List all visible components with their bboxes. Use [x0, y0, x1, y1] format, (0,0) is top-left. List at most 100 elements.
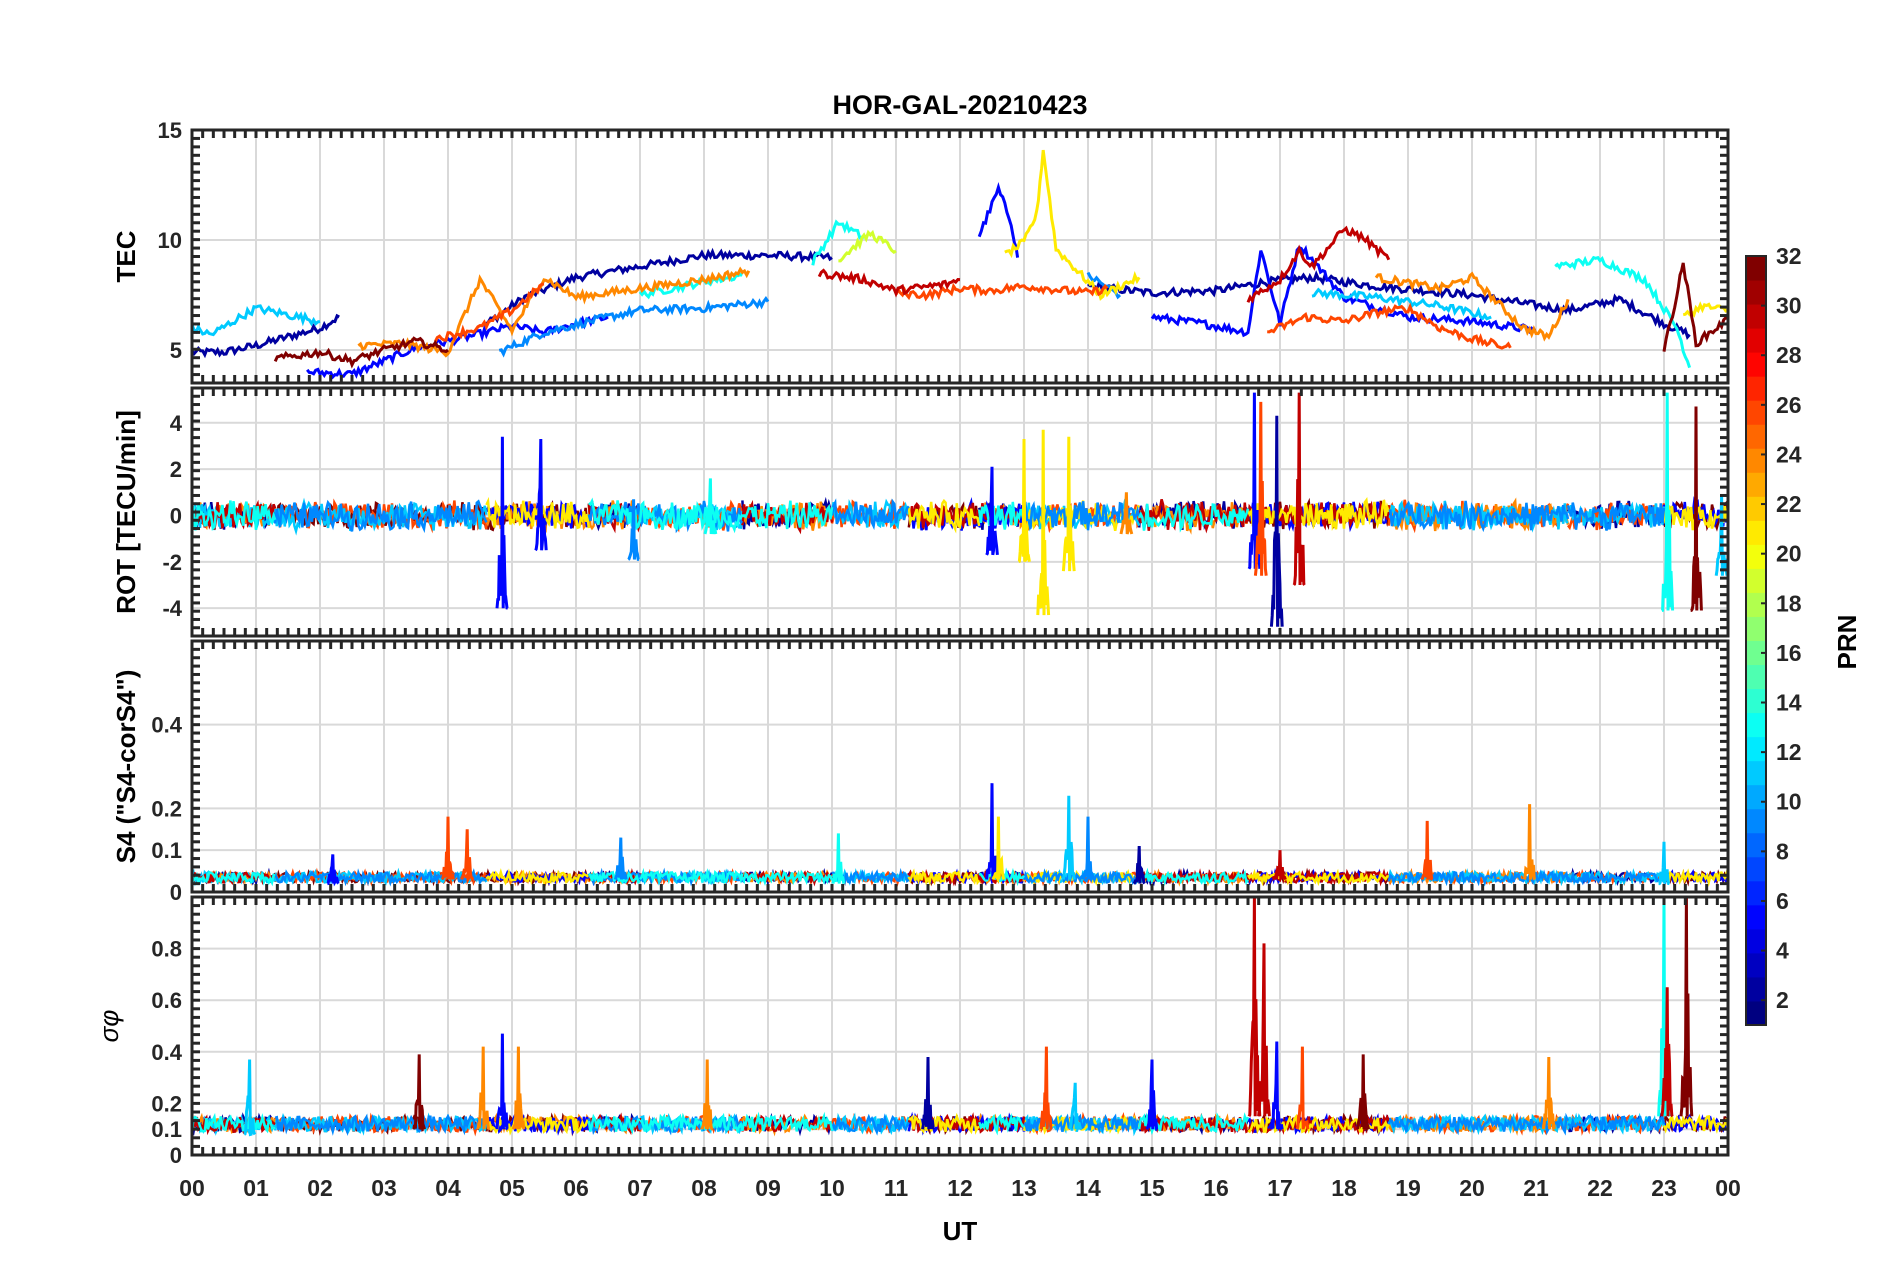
spike-prn-32	[1690, 406, 1703, 612]
colorbar-swatch	[1746, 328, 1766, 353]
spike-prn-21	[1017, 438, 1031, 564]
spike-prn-30	[1292, 392, 1306, 586]
tec-series-prn-2	[1087, 270, 1691, 341]
spike-prn-5	[326, 854, 340, 887]
x-tick-label: 02	[307, 1175, 333, 1201]
spike-prn-9	[613, 837, 628, 880]
colorbar-swatch	[1746, 376, 1766, 401]
baseline-trace	[639, 1112, 744, 1134]
x-tick-label: 07	[627, 1175, 653, 1201]
colorbar-swatch	[1746, 664, 1766, 690]
spike-prn-5	[985, 783, 999, 880]
baseline-trace	[273, 499, 488, 534]
spike-prn-5	[1269, 1041, 1284, 1131]
y-axis-label-tec: TEC	[111, 230, 141, 282]
colorbar-swatch	[1746, 688, 1766, 714]
colorbar-frame	[1745, 255, 1767, 1026]
baseline-trace	[639, 867, 744, 886]
colorbar-swatch	[1746, 352, 1766, 377]
x-tick-label: 18	[1331, 1175, 1357, 1201]
baseline-trace	[1022, 868, 1141, 886]
x-tick-label: 16	[1203, 1175, 1229, 1201]
data-layer	[192, 897, 1728, 1137]
tec-series-prn-9	[498, 296, 770, 358]
x-tick-label: 09	[755, 1175, 781, 1201]
colorbar-tick-label: 20	[1776, 541, 1802, 567]
spike-prn-24	[476, 1046, 491, 1130]
x-tick-label: 12	[947, 1175, 973, 1201]
spike-prn-5	[985, 466, 999, 556]
colorbar-label: PRN	[1832, 615, 1862, 670]
colorbar-tick-label: 16	[1776, 640, 1802, 666]
baseline-trace	[1566, 502, 1666, 531]
baseline-trace	[192, 1112, 276, 1134]
y-tick-label: 2	[170, 457, 182, 482]
panel-rot: -4 -2 0 2 4 ROT [TECU/min]	[111, 386, 1730, 638]
colorbar-swatch	[1746, 496, 1766, 521]
x-tick-label: 20	[1459, 1175, 1485, 1201]
colorbar-swatch	[1746, 976, 1766, 1002]
colorbar-swatch	[1746, 784, 1766, 810]
y-tick-label: -4	[162, 596, 182, 621]
y-tick-label: -2	[162, 550, 182, 575]
tec-series-prn-11	[1311, 287, 1492, 321]
chart-title: HOR-GAL-20210423	[832, 90, 1087, 120]
baseline-trace	[1387, 1112, 1570, 1136]
colorbar-swatch	[1746, 808, 1766, 834]
colorbar-tick-label: 32	[1776, 243, 1802, 269]
spike-prn-26	[441, 816, 455, 880]
baseline-trace	[587, 1113, 640, 1135]
baseline-trace	[1246, 868, 1389, 887]
tec-series-prn-13	[1554, 255, 1692, 369]
tec-series-prn-30	[817, 268, 961, 298]
tec-series-prn-26	[894, 282, 1109, 302]
colorbar-swatch	[1746, 424, 1766, 449]
y-tick-label: 0.1	[151, 1117, 182, 1142]
spike-prn-24	[700, 1059, 714, 1131]
baseline-trace	[978, 867, 1025, 887]
tec-series-prn-19	[838, 229, 897, 263]
colorbar-swatch	[1746, 952, 1766, 978]
colorbar-swatch	[1746, 760, 1766, 786]
colorbar-tick-label: 28	[1776, 342, 1802, 368]
spike-prn-24	[511, 1046, 526, 1130]
panel-tec: 5 10 15 TEC	[111, 118, 1730, 385]
x-axis-label: UT	[943, 1216, 978, 1246]
spike-prn-5	[495, 1033, 509, 1131]
colorbar-swatch	[1746, 280, 1766, 305]
spike-prn-5	[495, 436, 509, 610]
spike-prn-32	[412, 1054, 427, 1132]
colorbar-swatch	[1746, 592, 1766, 617]
baseline-trace	[1138, 503, 1250, 533]
colorbar-tick-label: 18	[1776, 590, 1802, 616]
baseline-trace	[1388, 500, 1570, 533]
spike-prn-30	[1660, 987, 1674, 1118]
y-tick-label: 5	[170, 338, 182, 363]
spike-prn-24	[1522, 804, 1537, 881]
x-tick-label: 11	[884, 1175, 909, 1201]
data-layer	[192, 783, 1728, 888]
spike-prn-5	[1145, 1059, 1159, 1131]
x-tick-label: 05	[499, 1175, 525, 1201]
spike-prn-26	[1039, 1046, 1053, 1131]
spike-prn-24	[1541, 1056, 1556, 1130]
baseline-trace	[977, 501, 1026, 530]
colorbar-swatch	[1746, 712, 1766, 738]
y-axis-label-sigma: σφ	[94, 1010, 124, 1043]
tec-series-prn-21	[1004, 149, 1141, 301]
spike-prn-11	[1068, 1082, 1083, 1130]
baseline-trace	[830, 1113, 910, 1136]
x-tick-label: 08	[691, 1175, 717, 1201]
colorbar-tick-label: 30	[1776, 293, 1802, 319]
spike-prn-24	[1119, 492, 1134, 535]
colorbar-swatch	[1746, 544, 1766, 569]
y-tick-label: 0.6	[151, 988, 182, 1013]
x-tick-label: 00	[1715, 1175, 1741, 1201]
colorbar-tick-label: 6	[1776, 888, 1789, 914]
tec-series-prn-5	[1150, 244, 1537, 338]
x-tick-label: 01	[243, 1175, 269, 1201]
y-tick-label: 0.2	[151, 1091, 182, 1116]
